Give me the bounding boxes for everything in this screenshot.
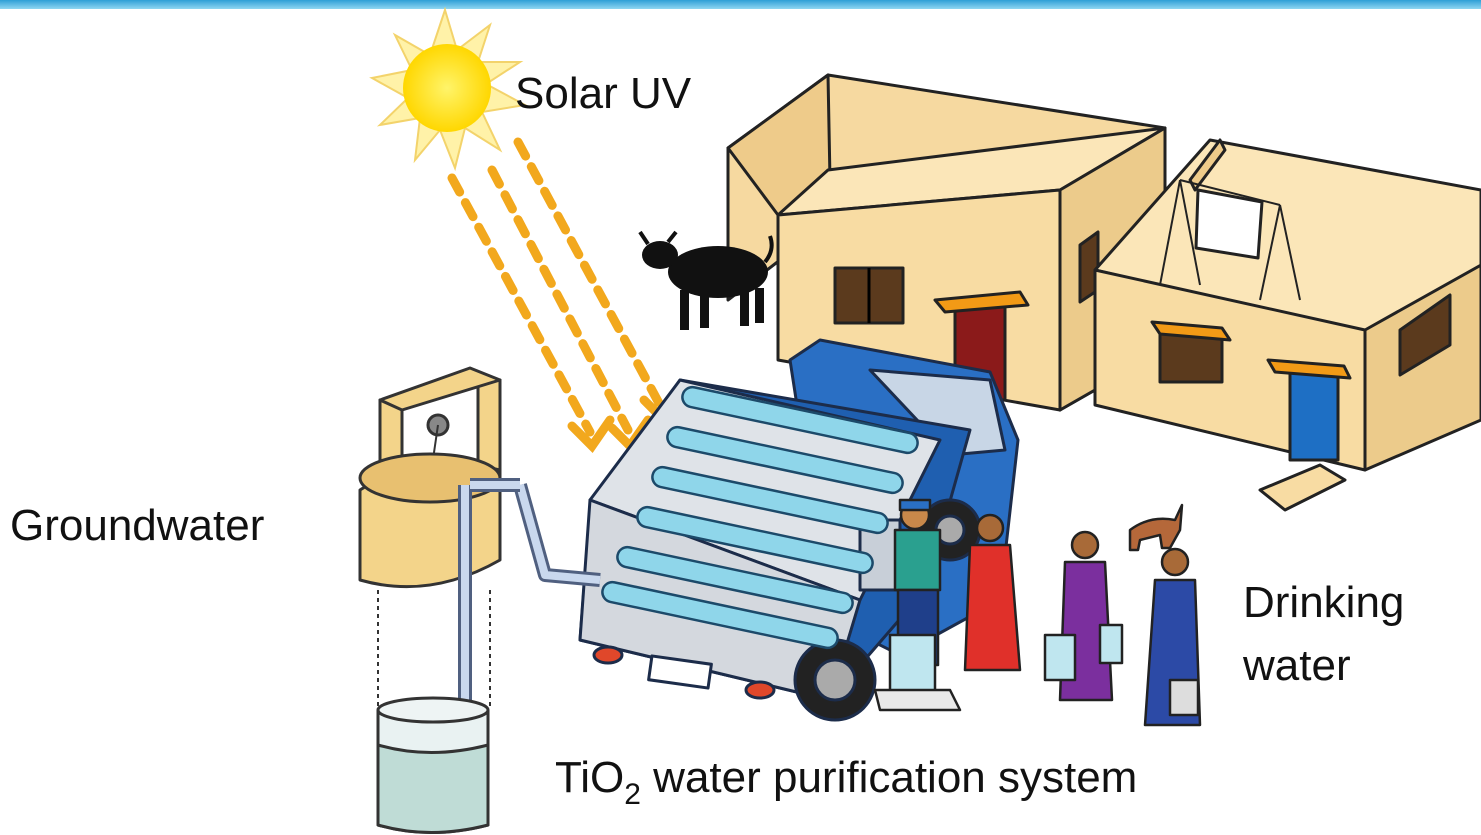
- people-part: [977, 515, 1003, 541]
- label: Drinking: [1243, 578, 1404, 627]
- sun: [372, 10, 525, 168]
- truck-part: [594, 647, 622, 663]
- people-part: [900, 500, 930, 510]
- cow-part: [680, 290, 689, 330]
- people-part: [1045, 635, 1075, 680]
- well-part: [378, 745, 488, 833]
- uv-rays-part: [452, 178, 590, 432]
- sun-part: [403, 44, 491, 132]
- cow-part: [740, 290, 749, 326]
- label-part: water purification system: [641, 753, 1137, 802]
- truck-part: [746, 682, 774, 698]
- illustration: Solar UV Groundwater Drinking water TiO2…: [0, 0, 1481, 835]
- people-part: [1130, 505, 1182, 550]
- page: {"labels": { "solar_uv": "Solar UV", "gr…: [0, 0, 1481, 835]
- cow-part: [642, 241, 678, 269]
- people-part: [965, 545, 1020, 670]
- label: Solar UV: [515, 69, 692, 118]
- truck-part: [815, 660, 855, 700]
- house-part: [1260, 465, 1345, 510]
- people-part: [1100, 625, 1122, 663]
- subscript: 2: [624, 778, 641, 811]
- uv-rays-part: [518, 142, 660, 405]
- top-bar: [0, 0, 1481, 9]
- people-part: [1072, 532, 1098, 558]
- people-part: [1162, 549, 1188, 575]
- people: [875, 500, 1200, 725]
- people-part: [890, 635, 935, 695]
- people-part: [875, 690, 960, 710]
- cow-part: [755, 288, 764, 323]
- label-part: TiO: [555, 753, 624, 802]
- house-part: [1196, 190, 1262, 258]
- house-part: [1290, 372, 1338, 460]
- label: water: [1242, 641, 1351, 690]
- well-part: [378, 698, 488, 722]
- cow-part: [700, 290, 709, 328]
- label: TiO2 water purification system: [555, 753, 1137, 811]
- people-part: [1170, 680, 1198, 715]
- people-part: [895, 530, 940, 590]
- label: Groundwater: [10, 501, 264, 550]
